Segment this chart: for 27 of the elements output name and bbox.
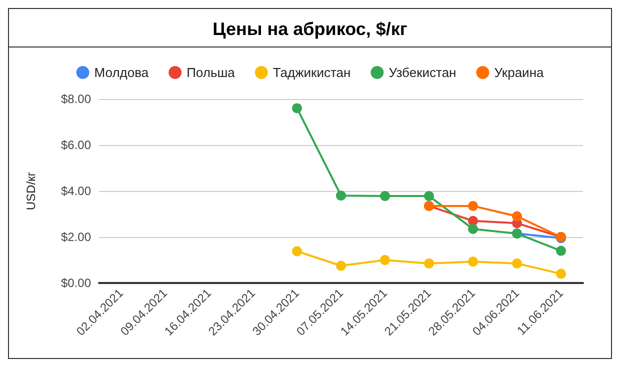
- point: [380, 255, 390, 265]
- point: [512, 211, 522, 222]
- point: [292, 246, 302, 256]
- point: [424, 258, 434, 268]
- y-tick-label: $8.00: [60, 92, 92, 106]
- point: [292, 103, 302, 114]
- legend-label: Украина: [494, 65, 544, 80]
- y-tick-label: $6.00: [60, 138, 92, 152]
- point: [556, 246, 566, 256]
- point: [468, 200, 478, 211]
- point: [468, 224, 478, 234]
- legend-label: Узбекистан: [388, 65, 456, 80]
- legend-label: Молдова: [94, 65, 150, 80]
- point: [424, 191, 434, 202]
- point: [512, 258, 522, 268]
- chart-title: Цены на абрикос, $/кг: [212, 19, 408, 39]
- y-tick-label: $0.00: [60, 276, 92, 290]
- point: [468, 256, 478, 267]
- point: [380, 191, 390, 202]
- y-axis-title: USD/кг: [24, 171, 38, 210]
- y-tick-label: $4.00: [60, 184, 92, 198]
- legend-label: Польша: [186, 65, 236, 80]
- point: [336, 190, 346, 201]
- legend-label: Таджикистан: [272, 65, 351, 80]
- y-tick-label: $2.00: [60, 230, 92, 244]
- point: [556, 268, 566, 279]
- point: [336, 260, 346, 271]
